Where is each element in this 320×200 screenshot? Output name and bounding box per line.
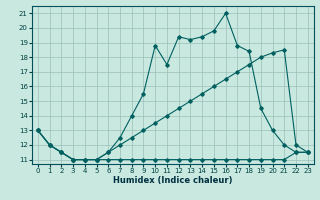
X-axis label: Humidex (Indice chaleur): Humidex (Indice chaleur) [113,176,233,185]
